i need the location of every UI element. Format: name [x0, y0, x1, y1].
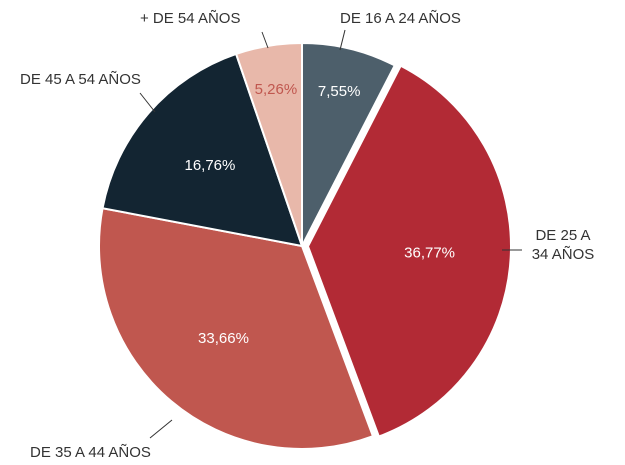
category-label: DE 35 A 44 AÑOS [30, 444, 151, 461]
category-label: DE 16 A 24 AÑOS [340, 10, 461, 27]
category-label: DE 25 A 34 AÑOS [531, 227, 595, 263]
leader-line [261, 31, 269, 49]
value-label: 36,77% [404, 244, 455, 261]
leader-line [339, 29, 346, 51]
pie-slice [234, 41, 303, 247]
leader-lines [139, 29, 522, 439]
value-label: 33,66% [198, 330, 249, 347]
pie-slice [98, 207, 375, 450]
leader-line [139, 92, 156, 113]
value-label: 5,26% [255, 81, 298, 98]
leader-line [149, 419, 173, 439]
category-label: DE 45 A 54 AÑOS [20, 71, 141, 88]
category-label: + DE 54 AÑOS [140, 10, 241, 27]
pie-slice [301, 41, 397, 247]
pie-slice [306, 64, 512, 438]
value-label: 16,76% [184, 157, 235, 174]
value-label: 7,55% [318, 83, 361, 100]
